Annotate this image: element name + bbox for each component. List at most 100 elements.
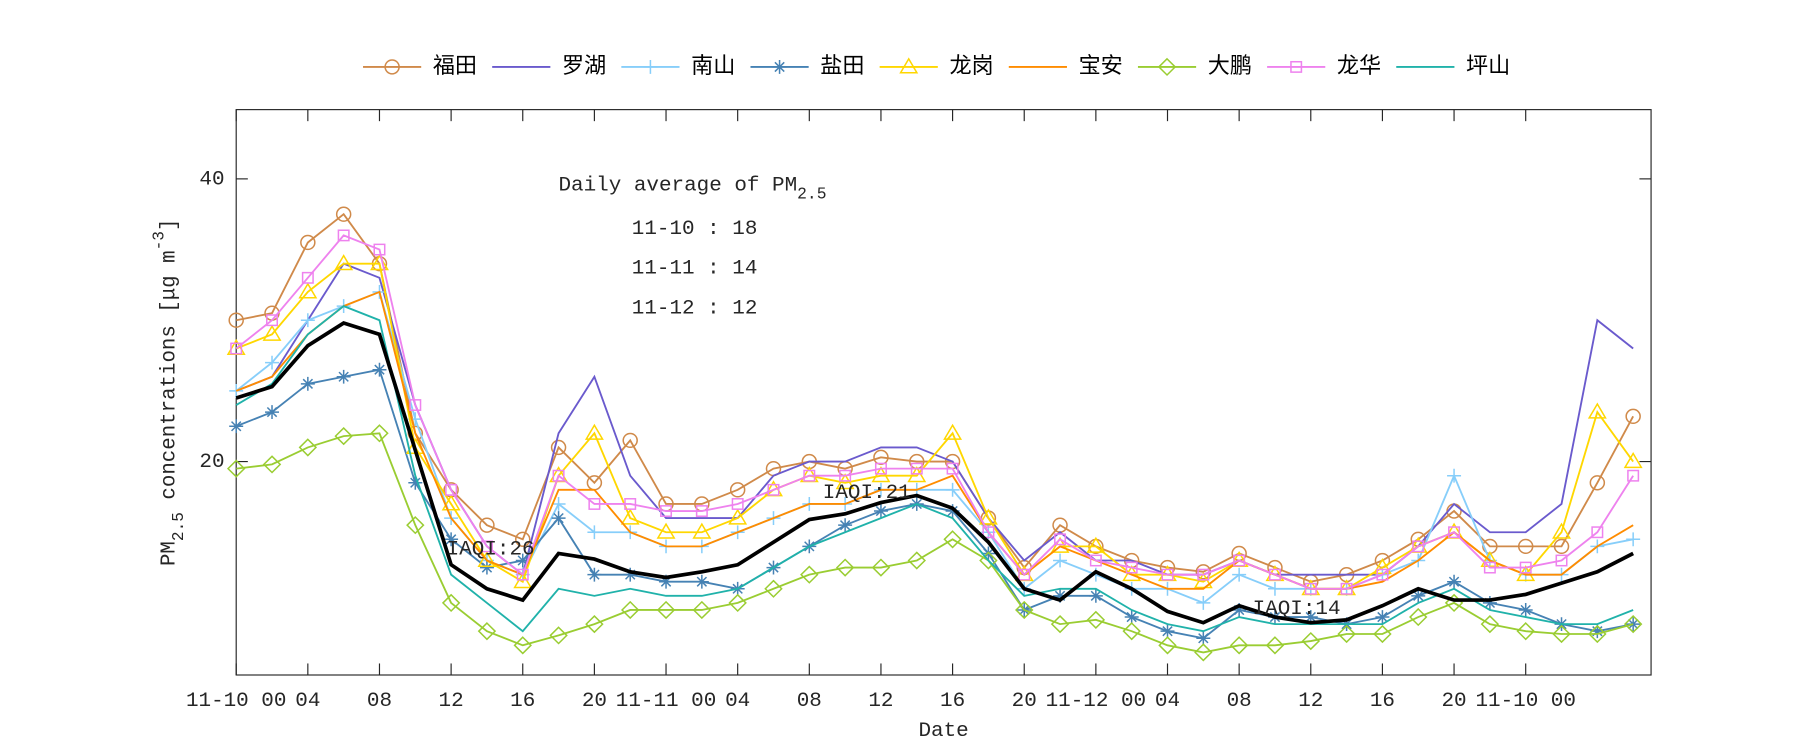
marker [409,399,422,411]
x-tick-label: 12 [1298,690,1323,713]
marker [1588,624,1607,644]
legend-label: 罗湖 [562,54,606,79]
marker [1518,603,1533,617]
marker [1590,624,1605,639]
x-tick-label: 16 [1370,690,1395,713]
series [226,424,1643,662]
marker [228,312,244,328]
series-line [236,212,1634,583]
marker [1555,554,1568,567]
marker [298,282,318,299]
annotation: 11-12 : 12 [632,298,758,321]
marker [1232,603,1247,617]
legend-marker [1290,60,1303,73]
x-tick-label: 04 [725,690,750,713]
annotation: 11-10 : 18 [632,218,758,241]
marker [1625,408,1641,425]
marker [584,423,604,440]
marker [370,424,389,443]
marker [1591,526,1604,539]
marker [946,462,959,475]
annotation-title: Daily average of PM2.5 [559,174,827,203]
marker [1340,582,1353,595]
series-line [235,262,1634,590]
marker [1158,636,1177,655]
marker [301,271,314,284]
marker [441,593,461,613]
annotation-title-part: Daily average of PM [559,174,798,197]
marker [1122,622,1141,641]
legend-label: 南山 [691,54,735,79]
legend-label: 盐田 [820,54,864,79]
x-tick-label: 12 [868,690,893,713]
plot-frame [235,109,1652,676]
legend-label: 大鹏 [1208,54,1252,79]
y-axis-label-part: 2.5 [168,512,187,541]
marker [1626,617,1641,632]
series [229,285,1641,610]
series-line [235,234,1634,590]
series-line [235,321,1635,625]
marker [622,432,638,449]
marker [1483,561,1496,574]
marker [1448,526,1461,539]
x-axis-label: Date [919,720,969,743]
marker [229,419,244,434]
marker [1233,554,1246,567]
iaqi-label: IAQI:26 [447,539,535,562]
marker [585,614,604,634]
marker [1268,568,1281,581]
marker [1482,595,1497,610]
iaqi-label: IAQI:21 [823,482,911,505]
marker [694,574,709,589]
marker [300,234,316,251]
marker [298,438,318,457]
marker [838,518,853,533]
legend-label: 宝安 [1079,54,1123,79]
marker [334,254,354,271]
marker [335,206,352,222]
marker [660,505,673,517]
legend-marker [1157,57,1177,77]
marker [1197,568,1210,581]
legend-label: 福田 [433,54,477,79]
marker [587,525,602,540]
x-tick-label: 20 [1441,690,1466,713]
series-line [235,305,1634,633]
marker [1623,614,1643,634]
marker [336,369,351,384]
y-axis-label-part: PM [158,541,181,566]
marker [1232,567,1247,582]
marker [692,600,712,620]
marker [1124,610,1139,624]
marker [620,508,640,525]
marker [479,560,494,575]
legend-label: 龙华 [1337,54,1381,79]
marker [910,462,923,475]
x-tick-label: 11-10 00 [1475,690,1575,713]
series [235,305,1634,633]
annotation: 11-11 : 14 [632,258,758,281]
marker [230,342,243,355]
marker [623,567,638,582]
marker [1372,558,1392,575]
marker [1587,402,1607,419]
marker [1054,533,1067,546]
marker [1194,643,1213,662]
x-tick-label: 04 [295,690,320,713]
marker [1447,468,1462,483]
marker [265,355,279,370]
marker [1088,588,1103,603]
marker [907,551,926,570]
series-line [235,290,1634,590]
marker [1337,624,1356,644]
marker [656,522,676,539]
x-tick-label: 20 [1012,690,1037,713]
x-tick-label: 16 [940,690,965,713]
series [229,362,1641,646]
marker [1553,538,1570,555]
marker [515,531,531,547]
series [230,229,1640,595]
marker [477,622,497,641]
